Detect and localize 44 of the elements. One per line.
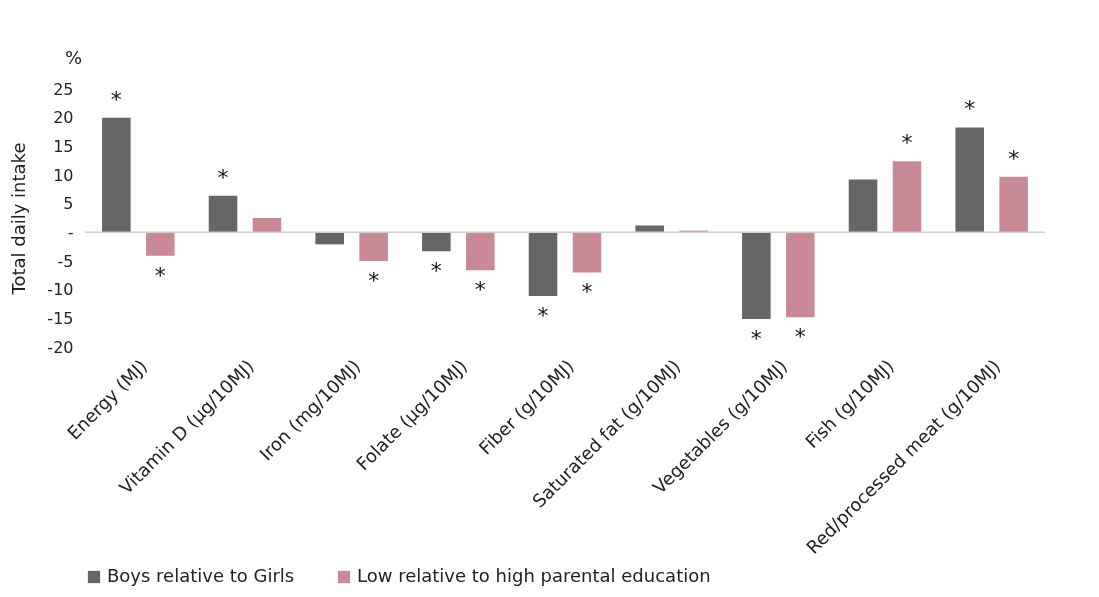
bar (466, 232, 495, 271)
bar (252, 218, 282, 233)
bar (572, 232, 602, 273)
y-tick-label: -20 (47, 337, 74, 357)
bar (848, 179, 878, 233)
y-tick-label: 20 (53, 108, 74, 128)
data-label: * (474, 277, 486, 303)
y-tick-label: - (67, 222, 74, 242)
bar (315, 232, 344, 245)
bar (786, 232, 815, 318)
legend-label: Boys relative to Girls (107, 565, 295, 586)
bar (999, 176, 1028, 233)
legend-label: Low relative to high parental education (357, 565, 711, 586)
y-tick-label: 25 (53, 79, 74, 99)
data-label: * (430, 258, 442, 284)
data-label: * (964, 96, 976, 122)
y-tick-label: 15 (53, 136, 74, 156)
y-axis-title: Total daily intake (8, 142, 30, 296)
data-label: * (901, 130, 913, 156)
bar (102, 117, 131, 233)
bar (892, 161, 922, 233)
bar (528, 232, 558, 296)
bar (359, 232, 388, 261)
data-label: * (537, 302, 549, 328)
y-tick-label: -5 (57, 251, 74, 271)
bar (955, 127, 984, 233)
y-tick-label: 10 (53, 165, 74, 185)
data-label: * (368, 268, 380, 293)
data-label: * (110, 86, 122, 112)
data-label: * (750, 325, 762, 351)
data-label: * (217, 164, 229, 190)
bar (422, 232, 451, 252)
bar (635, 225, 664, 233)
bar (742, 232, 771, 319)
data-label: * (154, 262, 166, 288)
data-label: * (1008, 145, 1020, 171)
bar (208, 195, 238, 233)
data-label: * (794, 324, 806, 350)
y-tick-label: -15 (47, 308, 74, 328)
text: % (65, 47, 83, 68)
y-tick-label: -10 (47, 280, 74, 300)
bar (146, 232, 175, 256)
y-tick-label: 5 (63, 194, 74, 214)
data-label: * (581, 279, 593, 305)
